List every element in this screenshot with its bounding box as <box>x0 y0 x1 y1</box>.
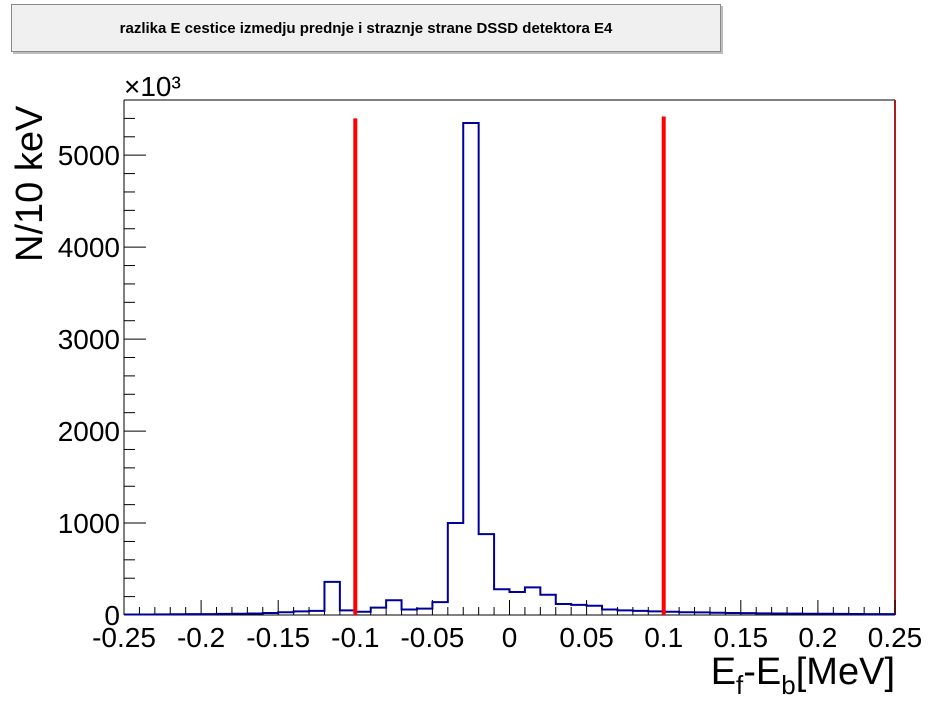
x-tick-label: -0.05 <box>400 622 464 653</box>
y-tick-label: 2000 <box>58 416 120 447</box>
x-tick-label: 0.05 <box>559 622 614 653</box>
x-tick-label: -0.15 <box>246 622 310 653</box>
x-tick-label: 0.1 <box>644 622 683 653</box>
x-tick-label: 0.15 <box>714 622 769 653</box>
y-multiplier-label: ×10³ <box>124 71 181 102</box>
x-axis-title-part: [MeV] <box>796 651 895 693</box>
y-tick-label: 3000 <box>58 324 120 355</box>
x-axis-title-part: -E <box>743 651 781 693</box>
x-tick-label: -0.25 <box>92 622 156 653</box>
y-tick-label: 0 <box>104 600 120 631</box>
x-tick-label: 0 <box>502 622 518 653</box>
x-tick-label: -0.1 <box>331 622 379 653</box>
x-tick-label: 0.2 <box>798 622 837 653</box>
x-axis-title: Ef-Eb[MeV] <box>711 651 895 700</box>
histogram-series <box>124 121 895 616</box>
y-tick-label: 1000 <box>58 508 120 539</box>
x-axis-title-part: E <box>711 651 736 693</box>
chart-title: razlika E cestice izmedju prednje i stra… <box>11 4 721 52</box>
y-axis-title: N/10 keV <box>9 105 51 262</box>
y-tick-label: 4000 <box>58 232 120 263</box>
y-tick-label: 5000 <box>58 140 120 171</box>
x-axis-title-part: f <box>736 670 744 700</box>
x-tick-label: -0.2 <box>177 622 225 653</box>
x-tick-label: 0.25 <box>868 622 923 653</box>
x-axis-title-part: b <box>781 670 795 700</box>
